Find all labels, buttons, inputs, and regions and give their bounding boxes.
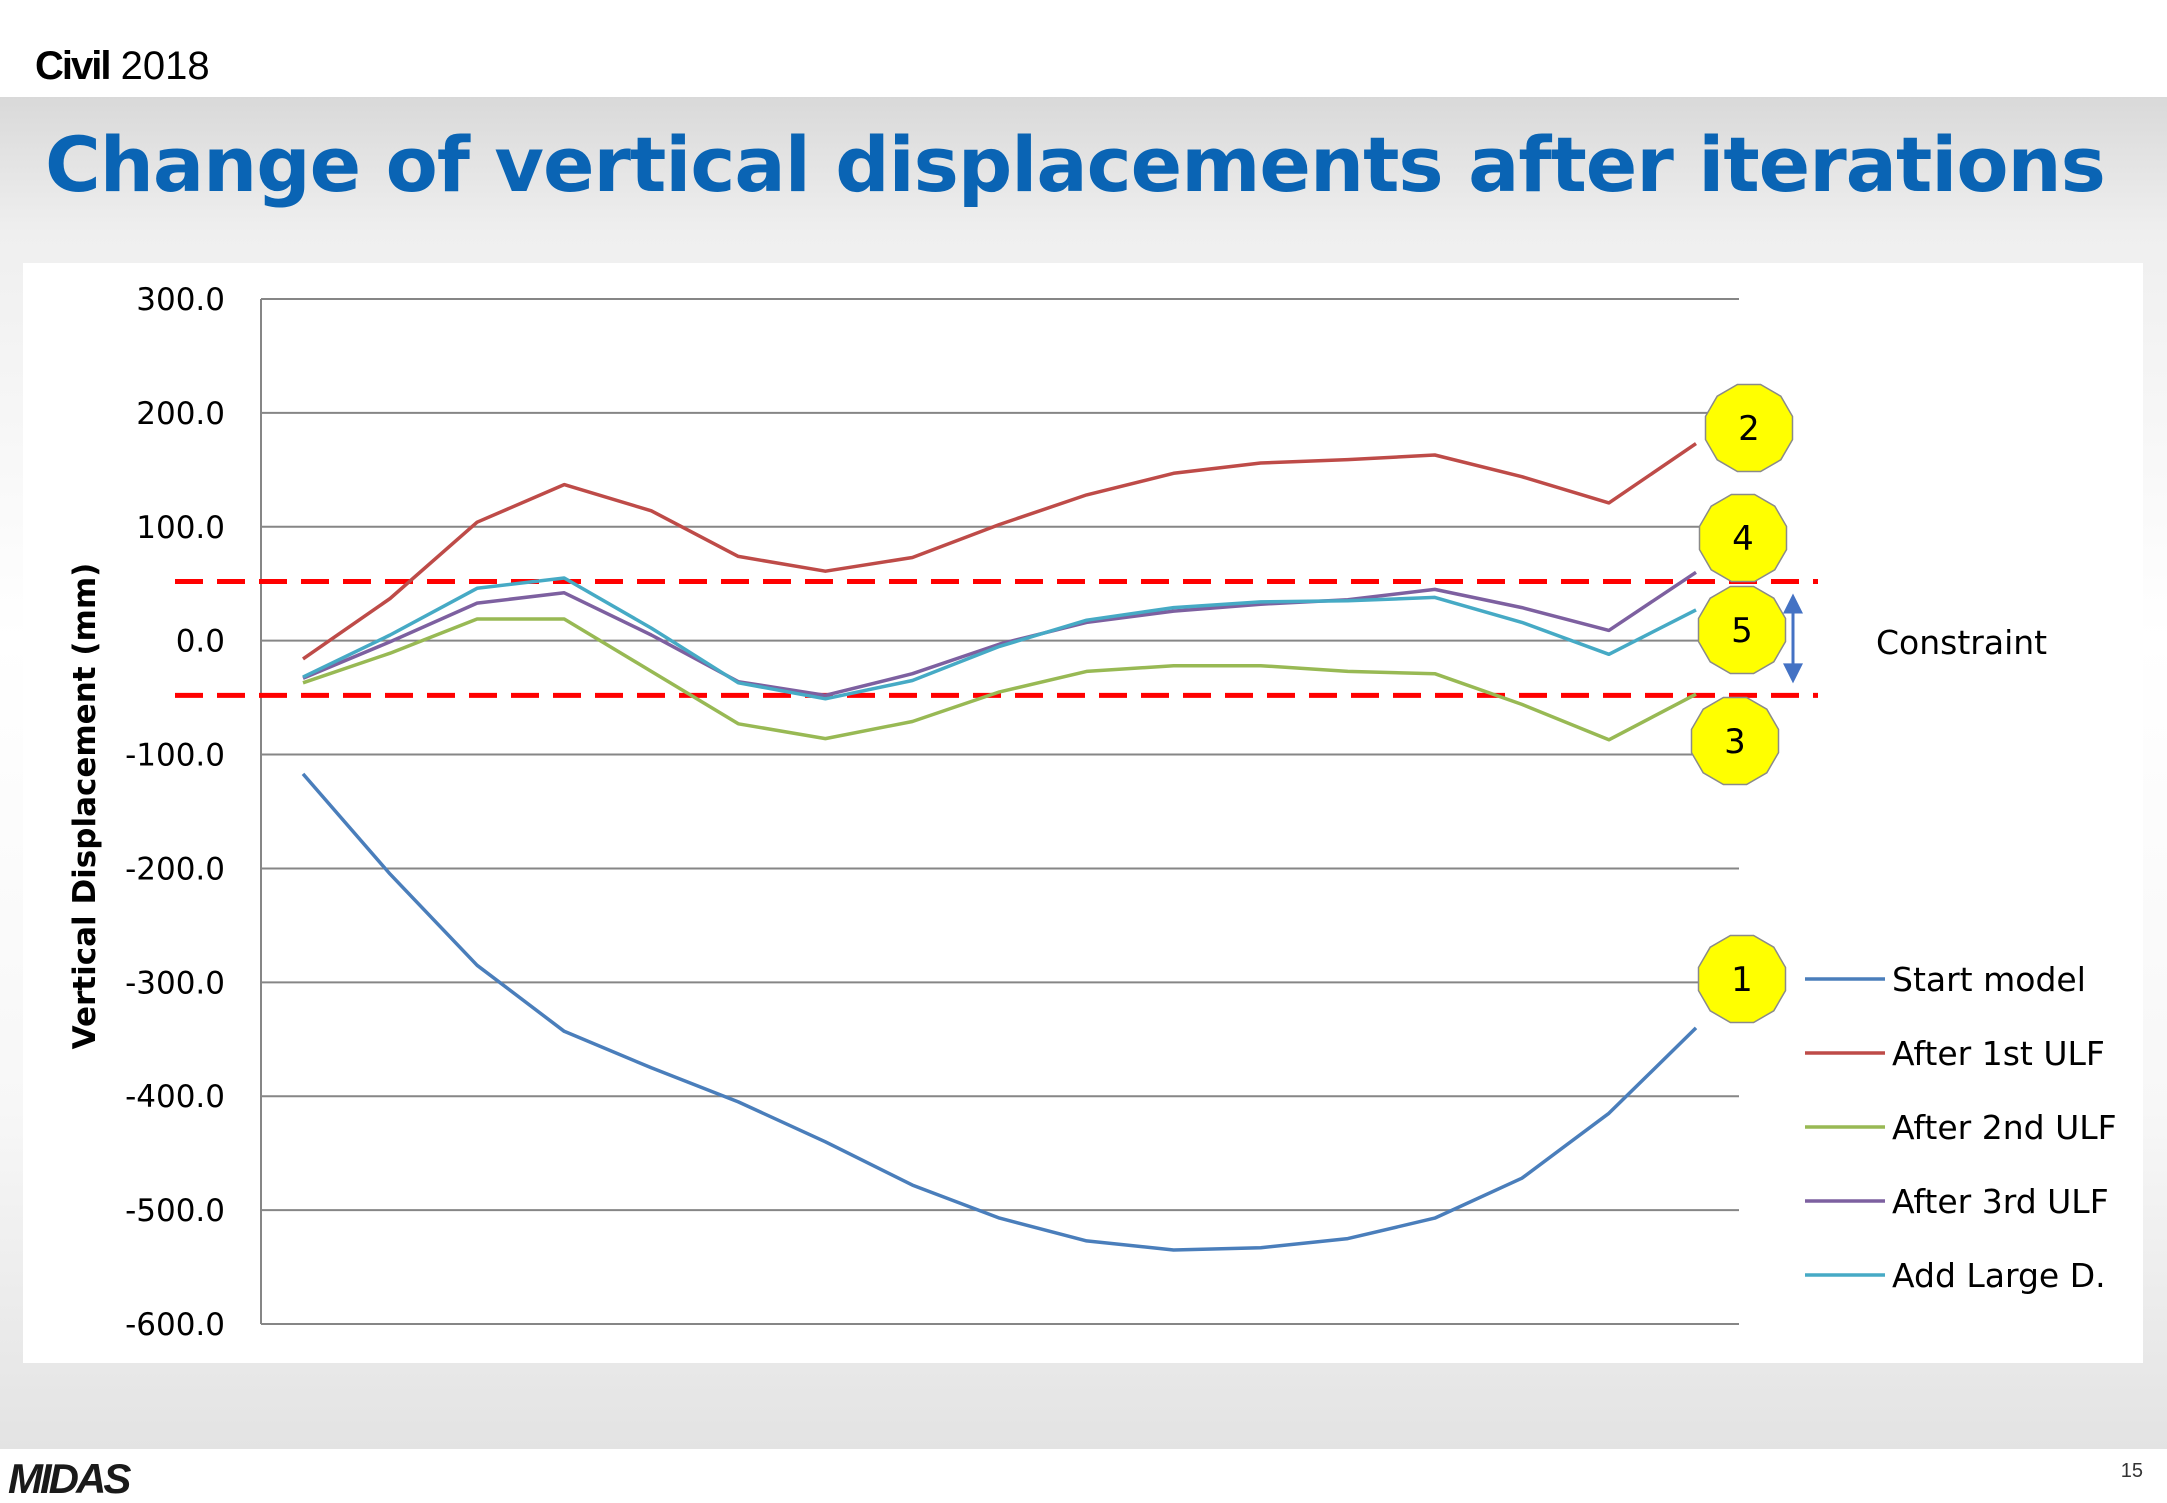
y-tick-label: 200.0 bbox=[136, 396, 225, 432]
y-tick-label: 300.0 bbox=[136, 282, 225, 318]
y-tick-label: -500.0 bbox=[125, 1193, 225, 1229]
badge-4 bbox=[1698, 493, 1788, 583]
series-line-add-large-d bbox=[302, 576, 1697, 701]
brand-title: Civil 2018 bbox=[35, 44, 210, 89]
legend-label: After 2nd ULF bbox=[1892, 1108, 2117, 1147]
badge-label: 4 bbox=[1732, 519, 1754, 559]
y-axis-label: Vertical Displacement (mm) bbox=[67, 563, 103, 1050]
badge-3 bbox=[1690, 696, 1780, 786]
legend-label: Add Large D. bbox=[1892, 1256, 2106, 1295]
page-number: 15 bbox=[2120, 1460, 2143, 1482]
midas-logo: MIDAS bbox=[8, 1455, 131, 1502]
chart-panel: 300.0 200.0 100.0 0.0 -100.0 -200.0 -300.0 -400… bbox=[23, 263, 2143, 1363]
legend-label: After 1st ULF bbox=[1892, 1034, 2105, 1073]
badge-2 bbox=[1704, 383, 1794, 473]
slide-title: Change of vertical displacements after i… bbox=[45, 120, 2106, 209]
badge-label: 3 bbox=[1724, 722, 1746, 762]
y-tick-label: -400.0 bbox=[125, 1079, 225, 1115]
line-chart: 300.0 200.0 100.0 0.0 -100.0 -200.0 -300.0 -400… bbox=[67, 282, 2117, 1343]
constraint-arrow-head-down bbox=[1783, 663, 1803, 684]
y-tick-label: -200.0 bbox=[125, 851, 225, 887]
y-tick-label: -300.0 bbox=[125, 965, 225, 1001]
legend-label: After 3rd ULF bbox=[1892, 1182, 2109, 1221]
badge-1 bbox=[1697, 934, 1787, 1024]
series-line-after-2nd-ulf bbox=[302, 617, 1697, 742]
series-line-start-model bbox=[301, 772, 1698, 1252]
badge-5 bbox=[1697, 585, 1787, 675]
series-line-after-1st-ulf bbox=[302, 442, 1697, 661]
badge-label: 5 bbox=[1731, 611, 1753, 651]
constraint-arrow-head-up bbox=[1783, 593, 1803, 614]
y-tick-label: -600.0 bbox=[125, 1307, 225, 1343]
badge-label: 1 bbox=[1731, 960, 1753, 1000]
brand-title-bold: Civil bbox=[35, 44, 111, 88]
legend-label: Start model bbox=[1892, 960, 2086, 999]
series-line-after-3rd-ulf bbox=[302, 570, 1697, 698]
y-tick-label: -100.0 bbox=[125, 738, 225, 774]
constraint-label: Constraint bbox=[1876, 623, 2047, 662]
y-tick-label: 0.0 bbox=[176, 624, 225, 660]
brand-title-year: 2018 bbox=[120, 44, 210, 88]
badge-label: 2 bbox=[1738, 409, 1760, 449]
y-tick-label: 100.0 bbox=[136, 510, 225, 546]
